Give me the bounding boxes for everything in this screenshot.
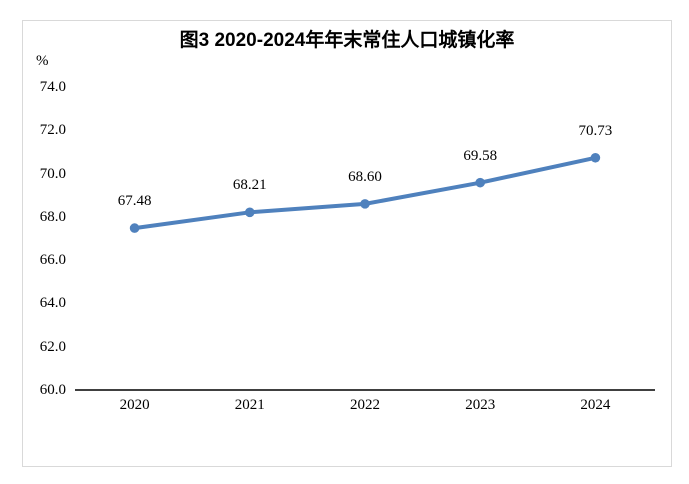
x-tick-label: 2024: [580, 397, 611, 413]
x-tick-label: 2023: [465, 397, 496, 413]
y-tick-label: 72.0: [39, 122, 66, 139]
y-tick-label: 62.0: [39, 338, 66, 355]
x-tick-label: 2021: [234, 397, 265, 413]
y-tick-label: 60.0: [39, 382, 66, 398]
y-axis-unit-label: %: [36, 53, 49, 69]
data-point-marker: [475, 177, 486, 188]
y-tick-label: 64.0: [39, 295, 66, 312]
x-tick-label: 2020: [119, 397, 150, 413]
y-tick-label: 66.0: [39, 252, 66, 269]
chart-border: [22, 20, 672, 467]
data-value-label: 67.48: [117, 193, 152, 210]
data-value-label: 68.60: [348, 168, 382, 185]
y-tick-label: 74.0: [39, 79, 66, 95]
chart-title: 图3 2020-2024年年末常住人口城镇化率: [179, 30, 515, 51]
y-tick-label: 68.0: [39, 208, 66, 225]
data-value-label: 70.73: [578, 122, 613, 139]
data-point-marker: [590, 152, 601, 163]
data-point-marker: [129, 223, 140, 233]
x-tick-label: 2022: [350, 397, 380, 413]
data-value-label: 69.58: [463, 147, 498, 164]
data-point-marker: [360, 199, 370, 209]
y-tick-label: 70.0: [39, 165, 66, 182]
data-value-label: 68.21: [232, 177, 267, 194]
data-point-marker: [245, 207, 255, 218]
